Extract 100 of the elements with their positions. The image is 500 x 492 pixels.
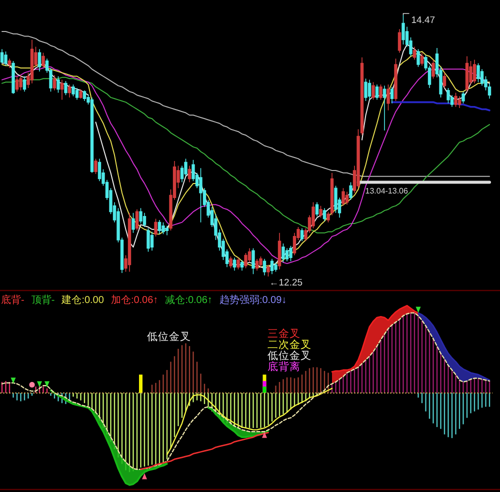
candlestick [412,46,416,60]
candlestick [19,74,22,91]
candlestick [165,225,169,236]
candlestick [386,84,390,111]
annotation: 低位金叉 [268,350,312,362]
annotation: 13.04-13.06 [365,186,409,196]
candlestick [52,74,56,91]
candlestick [158,220,162,234]
candlestick [255,258,259,272]
candlestick [146,228,150,252]
candlestick [64,80,68,96]
candlestick [132,212,135,234]
candlestick [476,62,480,83]
candlestick [0,48,4,64]
candlestick [402,14,405,45]
annotation: 14.47 [411,15,436,26]
candlestick [229,256,232,269]
candlestick [319,205,322,218]
annotation: 底背- [1,294,24,306]
candlestick [442,72,446,88]
candlestick [322,208,326,222]
bar [139,374,142,393]
candlestick [342,188,345,206]
candlestick [372,82,375,100]
candlestick [240,260,244,272]
annotation: 减仓:0.06↑ [165,294,212,306]
candlestick [154,218,158,237]
candlestick [15,76,19,92]
annotation: 三金叉 [268,328,300,340]
candlestick [334,185,338,214]
candlestick [236,257,240,270]
candlestick [458,96,462,108]
candlestick [278,232,282,270]
candlestick [4,51,8,66]
candlestick [60,79,64,100]
text: ←12.25 [269,278,303,288]
candlestick [416,48,420,68]
candlestick [139,208,142,224]
candlestick [270,258,274,275]
point [142,473,147,480]
candlestick [38,48,42,72]
candlestick [82,90,86,102]
annotation: 趋势强弱:0.09↓ [219,294,287,306]
point [29,382,35,388]
candlestick [259,256,262,268]
candlestick [232,257,236,272]
annotation: 建仓:0.00 [60,294,104,306]
candlestick [462,91,465,104]
candlestick [12,60,15,94]
annotation: 二次金叉 [268,339,312,351]
candlestick [312,202,315,229]
candlestick [432,59,435,80]
candlestick [30,39,34,84]
candlestick [252,248,255,275]
annotation: 顶背- [31,294,55,306]
candlestick [150,231,154,251]
candlestick [315,202,319,217]
candlestick [142,212,146,228]
candlestick [94,158,98,174]
candlestick [8,58,12,68]
candlestick [285,248,289,262]
candlestick [162,222,165,234]
candlestick [199,168,202,223]
candlestick [75,88,79,100]
candlestick [394,58,398,102]
candlestick [79,88,82,100]
candlestick [356,128,360,189]
candlestick [420,52,424,66]
candlestick [274,262,278,272]
candlestick [72,84,75,97]
candlestick [349,182,352,200]
bar [262,386,266,393]
candlestick [42,52,45,68]
point [44,381,50,388]
candlestick [68,84,72,98]
point [37,381,42,388]
candlestick [300,228,304,242]
candlestick [364,78,368,102]
candlestick [375,84,379,100]
candlestick [368,79,372,100]
point [262,432,267,438]
candlestick [56,76,60,94]
candlestick [454,92,458,108]
candlestick [282,243,285,263]
candlestick [22,76,26,92]
annotation: 低位金叉 [146,331,191,343]
candlestick [446,88,450,104]
point [416,306,421,313]
candlestick [188,165,192,183]
candlestick [379,84,382,100]
candlestick [262,258,266,276]
annotation: 底背离 [268,360,300,373]
candlestick [472,59,476,84]
candlestick [289,245,292,262]
candlestick [390,86,394,104]
candlestick [266,264,270,277]
candlestick [345,191,349,206]
annotation: 加仓:0.06↑ [110,294,158,306]
candlestick [382,85,386,131]
point [10,378,16,384]
